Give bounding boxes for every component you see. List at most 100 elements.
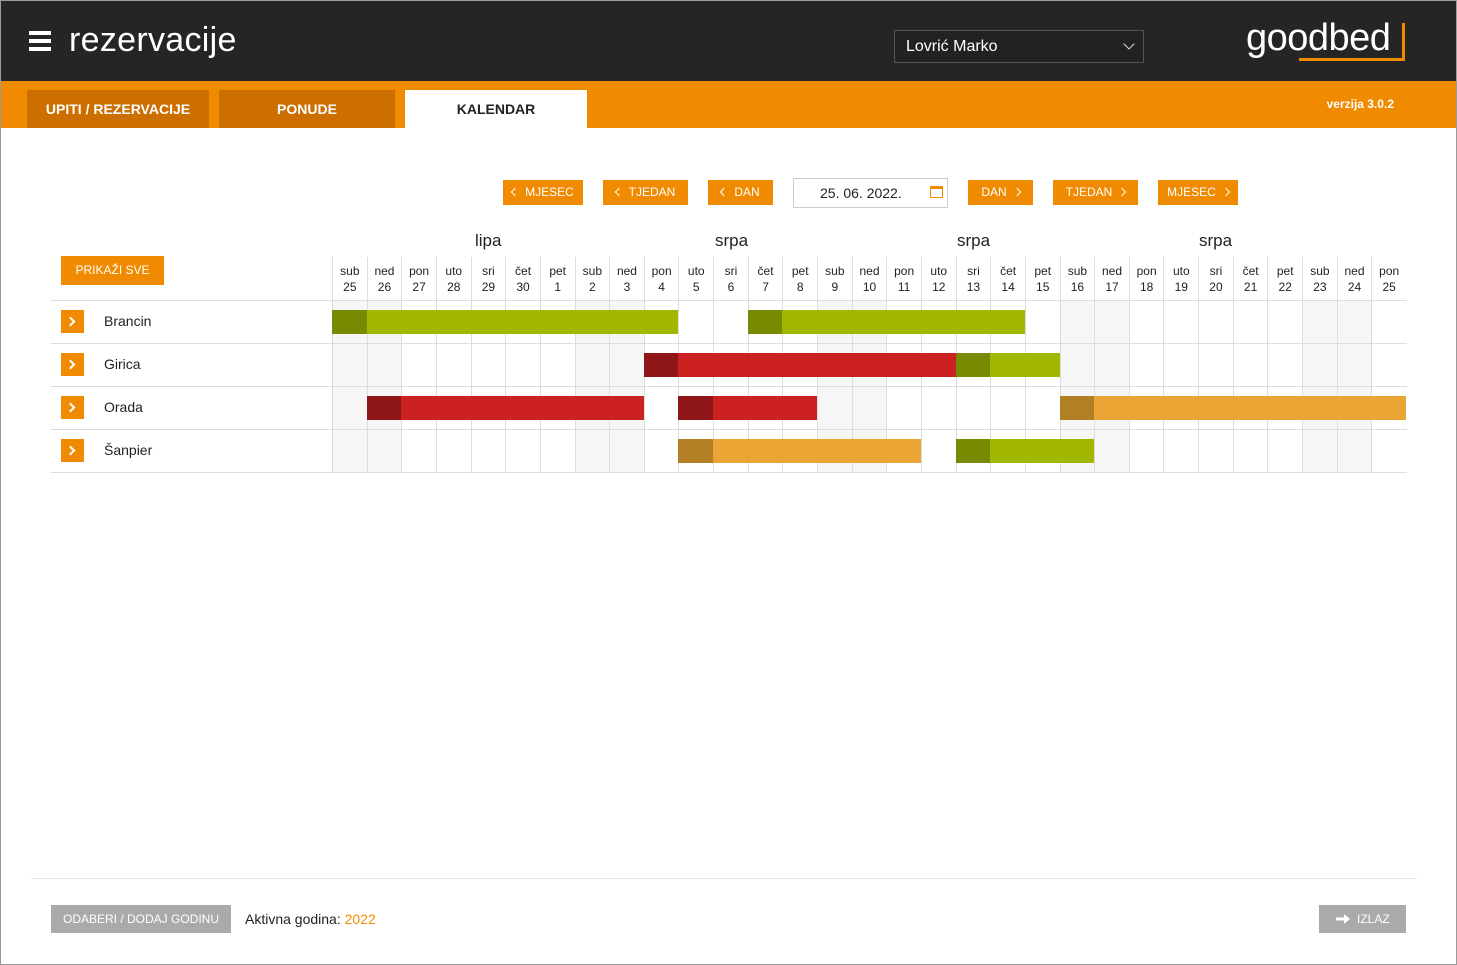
day-number: 18 xyxy=(1139,280,1154,294)
user-select[interactable]: Lovrić Marko xyxy=(894,30,1144,63)
top-bar: rezervacije Lovrić Marko goodbed xyxy=(1,1,1456,81)
expand-row-button[interactable] xyxy=(61,439,84,462)
prev-day-label: DAN xyxy=(734,185,760,199)
booking-bar[interactable] xyxy=(1059,396,1406,420)
day-header: sri 13 xyxy=(955,257,991,300)
menu-icon[interactable] xyxy=(29,31,51,51)
day-of-week: pon xyxy=(409,264,430,278)
show-all-button[interactable]: PRIKAŽI SVE xyxy=(61,256,164,285)
select-year-button[interactable]: ODABERI / DODAJ GODINU xyxy=(51,905,231,933)
tab-kalendar[interactable]: KALENDAR xyxy=(405,90,587,128)
prev-day-button[interactable]: DAN xyxy=(708,180,773,205)
day-of-week: sri xyxy=(967,264,980,278)
day-number: 9 xyxy=(831,280,839,294)
booking-bar[interactable] xyxy=(332,310,679,334)
booking-bar[interactable] xyxy=(643,353,956,377)
day-of-week: uto xyxy=(1172,264,1190,278)
day-number: 24 xyxy=(1347,280,1362,294)
day-header: pon 18 xyxy=(1128,257,1164,300)
booking-bar[interactable] xyxy=(955,353,1060,377)
exit-button[interactable]: IZLAZ xyxy=(1319,905,1406,933)
grid-row-line xyxy=(51,429,1407,430)
day-header: uto 28 xyxy=(435,257,471,300)
day-of-week: ned xyxy=(616,264,637,278)
next-week-button[interactable]: TJEDAN xyxy=(1053,180,1138,205)
active-year-label: Aktivna godina: xyxy=(245,911,345,927)
day-number: 1 xyxy=(554,280,562,294)
day-of-week: sub xyxy=(582,264,603,278)
day-header: pon 27 xyxy=(401,257,436,300)
next-day-label: DAN xyxy=(981,185,1007,199)
day-header: sub 25 xyxy=(332,257,367,300)
day-header: pet 8 xyxy=(782,257,817,300)
day-number: 2 xyxy=(588,280,596,294)
expand-row-button[interactable] xyxy=(61,310,84,333)
grid-row-line xyxy=(51,300,1407,301)
month-label: srpa xyxy=(957,231,991,250)
day-number: 23 xyxy=(1313,280,1327,294)
chevron-right-icon xyxy=(1118,187,1127,197)
day-header: pon 11 xyxy=(886,257,921,300)
booking-bar[interactable] xyxy=(747,310,1025,334)
version-label: verzija 3.0.2 xyxy=(1326,97,1394,111)
day-number: 11 xyxy=(897,280,911,294)
day-of-week: ned xyxy=(1344,264,1365,278)
prev-week-button[interactable]: TJEDAN xyxy=(603,180,688,205)
day-header: čet 7 xyxy=(747,257,783,300)
next-month-button[interactable]: MJESEC xyxy=(1158,180,1238,205)
month-label: lipa xyxy=(475,231,502,250)
day-number: 3 xyxy=(623,280,631,294)
day-number: 12 xyxy=(932,280,946,294)
day-of-week: sri xyxy=(724,264,738,278)
chevron-left-icon xyxy=(510,187,520,197)
day-header: čet 14 xyxy=(990,257,1025,300)
date-input[interactable]: 25. 06. 2022. xyxy=(793,178,948,208)
arrow-right-icon xyxy=(1336,914,1350,924)
day-of-week: sri xyxy=(1209,264,1223,278)
day-of-week: sri xyxy=(482,264,495,278)
day-number: 21 xyxy=(1243,280,1258,294)
booking-bar[interactable] xyxy=(955,439,1095,463)
tab-upiti-rezervacije[interactable]: UPITI / REZERVACIJE xyxy=(27,90,209,128)
day-header: pet 15 xyxy=(1024,257,1060,300)
day-header: sri 29 xyxy=(470,257,506,300)
prev-month-button[interactable]: MJESEC xyxy=(503,180,583,205)
day-of-week: sub xyxy=(825,264,845,278)
prev-week-label: TJEDAN xyxy=(628,185,676,199)
next-day-button[interactable]: DAN xyxy=(968,180,1033,205)
day-number: 29 xyxy=(481,280,496,294)
booking-bar[interactable] xyxy=(678,439,921,463)
next-week-label: TJEDAN xyxy=(1065,185,1113,199)
day-of-week: ned xyxy=(859,264,880,278)
chevron-right-icon xyxy=(1221,187,1231,197)
day-of-week: uto xyxy=(930,264,948,278)
day-number: 7 xyxy=(762,280,769,294)
tab-ponude[interactable]: PONUDE xyxy=(219,90,395,128)
chevron-down-icon xyxy=(1123,38,1135,50)
day-header: sub 16 xyxy=(1059,257,1095,300)
day-number: 27 xyxy=(412,280,426,294)
day-header: pet 22 xyxy=(1267,257,1302,300)
day-of-week: pon xyxy=(651,264,672,278)
unit-name: Brancin xyxy=(104,313,152,329)
day-header: sub 2 xyxy=(574,257,610,300)
day-number: 8 xyxy=(796,280,804,294)
expand-row-button[interactable] xyxy=(61,396,84,419)
unit-name: Girica xyxy=(104,356,141,372)
booking-bar[interactable] xyxy=(366,396,644,420)
app-title: rezervacije xyxy=(69,21,237,59)
active-year-value: 2022 xyxy=(344,911,376,927)
calendar-icon[interactable] xyxy=(930,186,943,198)
day-number: 19 xyxy=(1174,280,1188,294)
day-of-week: pon xyxy=(1136,264,1157,278)
day-header: ned 17 xyxy=(1094,257,1129,300)
day-of-week: čet xyxy=(1000,264,1017,278)
day-number: 5 xyxy=(692,280,700,294)
day-header: sub 23 xyxy=(1302,257,1337,300)
month-label: srpa xyxy=(715,231,749,250)
expand-row-button[interactable] xyxy=(61,353,84,376)
day-of-week: pet xyxy=(791,264,809,278)
chevron-left-icon xyxy=(614,187,623,197)
booking-bar[interactable] xyxy=(678,396,818,420)
